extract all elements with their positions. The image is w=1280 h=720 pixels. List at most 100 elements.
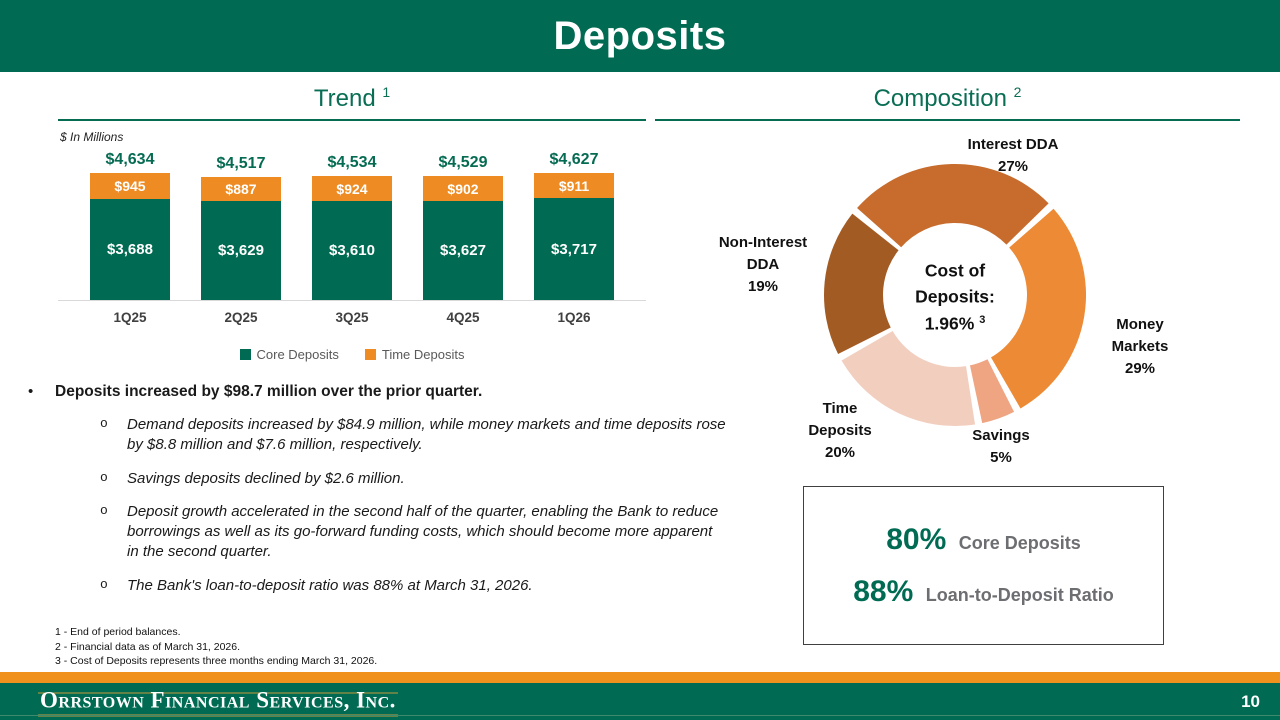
donut-label-money-markets: Money Markets 29%	[1102, 314, 1178, 379]
bar-total-label: $4,634	[105, 151, 155, 168]
donut-label-interest-dda: Interest DDA 27%	[948, 134, 1078, 178]
donut-label-pct-interest-dda: 27%	[997, 157, 1029, 175]
sub-bullet-text: Demand deposits increased by $84.9 milli…	[127, 416, 726, 454]
sub-bullet-3: o Deposit growth accelerated in the secon…	[100, 502, 778, 563]
x-axis-label-3q25: 3Q25	[335, 310, 369, 325]
core-deposits-stat: 80% Core Deposits	[804, 523, 1163, 557]
bar-column-1q26: $4,627 $911 $3,717	[534, 151, 614, 300]
x-axis-labels: 1Q25 2Q25 3Q25 4Q25 1Q26	[58, 310, 646, 325]
sub-bullet-text: The Bank's loan-to-deposit ratio was 88%…	[127, 576, 533, 594]
donut-slice-savings	[969, 359, 1015, 424]
bar-column-4q25: $4,529 $902 $3,627	[423, 154, 503, 300]
bar-column-3q25: $4,534 $924 $3,610	[312, 154, 392, 300]
sub-bullet-marker: o	[100, 469, 108, 485]
trend-title-rule	[58, 119, 646, 121]
composition-title: Composition 2	[655, 84, 1240, 113]
chart-legend: Core Deposits Time Deposits	[58, 347, 646, 362]
bars-row: $4,634 $945 $3,688 $4,517 $887 $3,629 $4,534 $9…	[58, 146, 646, 300]
bar-column-2q25: $4,517 $887 $3,629	[201, 155, 281, 300]
bar-segment-core-deposits: $3,717	[534, 198, 614, 300]
trend-title: Trend 1	[58, 84, 646, 113]
donut-label-pct-time-deposits: 20%	[824, 443, 856, 461]
sub-bullet-list: o Demand deposits increased by $84.9 mill…	[100, 415, 778, 596]
donut-label-name-savings: Savings	[972, 427, 1030, 444]
x-axis-label-2q25: 2Q25	[224, 310, 258, 325]
bar-segment-time-deposits: $911	[534, 173, 614, 198]
composition-title-rule	[655, 119, 1240, 121]
loan-to-deposit-stat: 88% Loan-to-Deposit Ratio	[804, 575, 1163, 609]
x-axis-label-1q25: 1Q25	[113, 310, 147, 325]
x-axis-label-1q26: 1Q26	[557, 310, 591, 325]
bar-segment-value-label: $3,688	[107, 241, 153, 258]
donut-slice-non-interest-dda	[824, 213, 899, 355]
bar-total-label: $4,517	[216, 155, 266, 172]
bar-column-1q25: $4,634 $945 $3,688	[90, 151, 170, 300]
x-axis-line	[58, 300, 646, 301]
footer-bottom-line	[0, 715, 1280, 716]
bar-segment-value-label: $3,610	[329, 242, 375, 259]
donut-center-label: Cost of Deposits:	[915, 260, 995, 307]
footnote-3: 3 - Cost of Deposits represents three mo…	[55, 655, 378, 668]
donut-label-pct-money-markets: 29%	[1124, 359, 1156, 377]
main-bullet: • Deposits increased by $98.7 million ov…	[28, 383, 778, 401]
commentary-bullets: • Deposits increased by $98.7 million ov…	[28, 383, 778, 609]
legend-label-core-deposits: Core Deposits	[256, 347, 339, 362]
bar-segment-core-deposits: $3,610	[312, 201, 392, 300]
sub-bullet-marker: o	[100, 502, 108, 518]
slide-header: Deposits	[0, 0, 1280, 72]
donut-center-value: 1.96%	[924, 313, 975, 334]
donut-label-savings: Savings 5%	[958, 425, 1044, 469]
trend-panel: Trend 1 $ In Millions $4,634 $945 $3,688 $4…	[58, 84, 646, 384]
donut-label-name-time-deposits: Time Deposits	[808, 400, 872, 439]
logo-overline	[38, 692, 398, 693]
footer-green-band: Orrstown Financial Services, Inc. 10	[0, 683, 1280, 720]
bar-segment-time-deposits: $902	[423, 176, 503, 201]
legend-item-time-deposits: Time Deposits	[364, 347, 465, 362]
loan-to-deposit-value: 88%	[853, 574, 914, 608]
bar-segment-value-label: $887	[225, 181, 257, 197]
donut-label-pct-non-interest-dda: 19%	[747, 277, 779, 295]
sub-bullet-text: Deposit growth accelerated in the second…	[127, 502, 719, 561]
bar-total-label: $4,529	[438, 154, 488, 171]
footnotes: 1 - End of period balances. 2 - Financial…	[55, 625, 377, 669]
units-label: $ In Millions	[60, 130, 124, 144]
legend-label-time-deposits: Time Deposits	[381, 347, 465, 362]
composition-title-superscript: 2	[1013, 84, 1022, 100]
main-bullet-text: Deposits increased by $98.7 million over…	[55, 383, 483, 400]
donut-slice-interest-dda	[857, 163, 1049, 248]
trend-title-text: Trend	[313, 85, 376, 112]
bullet-marker: •	[28, 383, 34, 400]
core-deposits-value: 80%	[886, 522, 947, 556]
composition-donut-svg	[824, 163, 1087, 427]
bar-segment-core-deposits: $3,629	[201, 201, 281, 300]
bar-segment-value-label: $945	[114, 178, 146, 194]
donut-label-name-interest-dda: Interest DDA	[967, 136, 1059, 153]
donut-slice-time-deposits	[841, 331, 976, 427]
legend-swatch-time-deposits	[364, 349, 376, 360]
bar-total-label: $4,534	[327, 154, 377, 171]
footnote-1: 1 - End of period balances.	[55, 626, 181, 638]
sub-bullet-4: o The Bank's loan-to-deposit ratio was 88…	[100, 576, 778, 596]
donut-center-text: Cost of Deposits: 1.96% 3	[885, 258, 1025, 337]
company-name: Orrstown Financial Services, Inc.	[40, 687, 396, 712]
core-deposits-label: Core Deposits	[958, 532, 1081, 553]
donut-label-pct-savings: 5%	[990, 448, 1012, 466]
bar-segment-value-label: $924	[336, 180, 368, 197]
donut-label-time-deposits: Time Deposits 20%	[797, 398, 883, 463]
bar-segment-time-deposits: $945	[90, 173, 170, 199]
bar-segment-time-deposits: $887	[201, 177, 281, 201]
sub-bullet-1: o Demand deposits increased by $84.9 mill…	[100, 415, 778, 456]
donut-label-non-interest-dda: Non-Interest DDA 19%	[706, 232, 820, 297]
donut-label-name-money-markets: Money Markets	[1111, 316, 1169, 355]
bar-segment-value-label: $3,627	[440, 242, 486, 259]
sub-bullet-marker: o	[100, 576, 108, 592]
bar-segment-time-deposits: $924	[312, 176, 392, 201]
loan-to-deposit-label: Loan-to-Deposit Ratio	[925, 584, 1114, 605]
bar-segment-value-label: $902	[447, 180, 479, 197]
bar-total-label: $4,627	[549, 151, 599, 168]
sub-bullet-2: o Savings deposits declined by $2.6 milli…	[100, 469, 778, 489]
bar-segment-core-deposits: $3,627	[423, 201, 503, 300]
bar-segment-value-label: $3,629	[218, 242, 264, 259]
footer-orange-stripe	[0, 672, 1280, 683]
